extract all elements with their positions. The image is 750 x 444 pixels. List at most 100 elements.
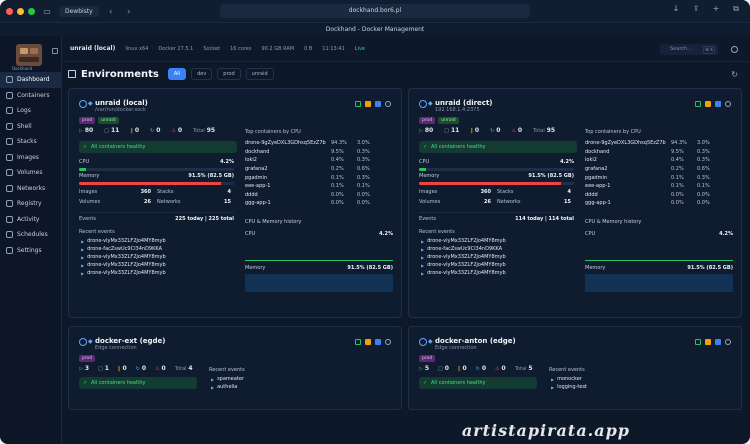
close-window-button[interactable] (6, 7, 13, 15)
list-item[interactable]: ▶ spameater (211, 376, 245, 382)
list-item[interactable]: ▶ drone-vlyMx33ZLF2Jo4MY8myb (81, 262, 166, 268)
table-row[interactable]: drone-9gZyeDXL3GDhsq5EzZ7b 94.3% 3.0% (585, 140, 710, 147)
table-row[interactable]: drone-9gZyeDXL3GDhsq5EzZ7b 94.3% 3.0% (245, 140, 370, 147)
sidebar-item-activity[interactable]: Activity (0, 212, 62, 228)
collapse-sidebar-icon[interactable] (52, 48, 58, 54)
health-status: All containers healthy (419, 141, 577, 153)
os-info: linux x64 (125, 45, 149, 52)
event-icon: ▶ (421, 254, 425, 260)
environment-name: unraid (direct) (435, 99, 493, 107)
list-item[interactable]: ▶ drone-vlyMx33ZLF2Jo4MY8myb (421, 270, 506, 276)
maximize-window-button[interactable] (28, 7, 35, 15)
list-item[interactable]: ▶ drone-vlyMx33ZLF2Jo4MY8myb (81, 270, 166, 276)
filter-dev[interactable]: dev (191, 68, 213, 80)
minimize-window-button[interactable] (17, 7, 24, 15)
running-icon: ▷ (79, 127, 83, 134)
window-controls[interactable] (6, 7, 35, 15)
stopped-icon: □ (104, 127, 109, 134)
table-row[interactable]: pgadmin 0.1% 0.3% (585, 174, 710, 181)
address-bar[interactable]: dockhand.bor6.pl (220, 4, 530, 18)
list-item[interactable]: ▶ logging-test (551, 384, 588, 390)
list-item[interactable]: ▶ drone-facZswUc9CI34nD9KKA (81, 246, 163, 252)
gear-icon[interactable] (725, 339, 731, 345)
stopped-count: 1 (104, 365, 109, 372)
sidebar-toggle-icon[interactable]: ▭ (43, 6, 51, 16)
table-row[interactable]: grafana2 0.2% 0.6% (585, 166, 710, 173)
table-row[interactable]: dddd 0.0% 0.0% (245, 191, 370, 198)
history-cpu-label: CPU (245, 231, 256, 237)
environment-selector[interactable]: unraid (local) (70, 45, 116, 52)
list-item[interactable]: ▶ authelia (211, 384, 238, 390)
cpu-bar (419, 168, 574, 171)
theme-toggle-icon[interactable] (731, 46, 738, 53)
table-row[interactable]: pgadmin 0.1% 0.3% (245, 174, 370, 181)
sidebar-item-stacks[interactable]: Stacks (0, 134, 62, 150)
table-row[interactable]: dockhand 9.5% 0.3% (585, 148, 710, 155)
list-item[interactable]: ▶ drone-vlyMx33ZLF2Jo4MY8myb (81, 254, 166, 260)
filter-prod[interactable]: prod (217, 68, 241, 80)
new-tab-icon[interactable]: + (712, 4, 720, 13)
list-item[interactable]: ▶ drone-vlyMx33ZLF2Jo4MY8myb (421, 262, 506, 268)
tabs-overview-icon[interactable]: ⧉ (733, 4, 739, 13)
sidebar-item-shell[interactable]: Shell (0, 119, 62, 135)
sidebar-item-registry[interactable]: Registry (0, 196, 62, 212)
table-row[interactable]: eee-app-1 0.1% 0.1% (585, 183, 710, 190)
table-row[interactable]: eee-app-1 0.1% 0.1% (245, 183, 370, 190)
restarting-count: 0 (141, 365, 147, 372)
browser-tab[interactable]: Dockhand - Docker Management (0, 22, 750, 36)
registry-icon (6, 200, 13, 208)
volumes-label: Volumes (419, 199, 441, 205)
history-panel: CPU & Memory history CPU 4.2% (585, 219, 733, 237)
sidebar-item-volumes[interactable]: Volumes (0, 165, 62, 181)
sidebar-item-containers[interactable]: Containers (0, 88, 62, 104)
environment-card[interactable]: ◆ docker-anton (edge) Edge connection pr… (408, 326, 742, 410)
table-row[interactable]: ggg-app-1 0.0% 0.0% (245, 200, 370, 207)
paused-count: 0 (134, 127, 139, 134)
table-row[interactable]: loki2 0.4% 0.3% (585, 157, 710, 164)
table-row[interactable]: dockhand 9.5% 0.3% (245, 148, 370, 155)
gear-icon[interactable] (725, 101, 731, 107)
sidebar-item-images[interactable]: Images (0, 150, 62, 166)
profile-selector[interactable]: Dewbisty (59, 5, 99, 17)
filter-unraid[interactable]: unraid (245, 68, 274, 80)
server-icon (419, 100, 427, 108)
download-icon[interactable]: ↓ (672, 4, 680, 13)
sidebar-item-settings[interactable]: Settings (0, 243, 62, 259)
docker-icon: ◆ (88, 338, 93, 345)
filter-all[interactable]: All (167, 68, 187, 80)
top-containers-title: Top containers by CPU (585, 129, 641, 135)
list-item[interactable]: ▶ drone-facZswUc9CI34nD9KKA (421, 246, 503, 252)
list-item[interactable]: ▶ drone-vlyMx33ZLF2Jo4MY8myb (81, 238, 166, 244)
back-icon[interactable]: ‹ (109, 6, 113, 16)
event-icon: ▶ (81, 238, 85, 244)
share-icon[interactable]: ⇪ (692, 4, 700, 13)
search-input[interactable]: Search... ⌘ K (660, 44, 718, 55)
sidebar-item-schedules[interactable]: Schedules (0, 227, 62, 243)
gear-icon (6, 246, 13, 254)
table-row[interactable]: loki2 0.4% 0.3% (245, 157, 370, 164)
events-value: 114 today | 114 total (515, 216, 574, 222)
table-row[interactable]: ggg-app-1 0.0% 0.0% (585, 200, 710, 207)
page-title: Environments (81, 68, 159, 80)
sidebar-item-dashboard[interactable]: Dashboard (0, 72, 62, 88)
sidebar-item-networks[interactable]: Networks (0, 181, 62, 197)
gear-icon[interactable] (385, 339, 391, 345)
table-row[interactable]: grafana2 0.2% 0.6% (245, 166, 370, 173)
stopped-count: 11 (450, 127, 460, 134)
forward-icon[interactable]: › (127, 6, 131, 16)
environment-name: docker-ext (egde) (95, 337, 166, 345)
restarting-count: 0 (496, 127, 501, 134)
refresh-icon[interactable]: ↻ (731, 70, 738, 79)
list-item[interactable]: ▶ monocker (551, 376, 582, 382)
environment-card[interactable]: ◆ docker-ext (egde) Edge connection prod… (68, 326, 402, 410)
running-count: 3 (84, 365, 90, 372)
environment-card[interactable]: ◆ unraid (local) /var/run/docker.sock pr… (68, 88, 402, 318)
list-item[interactable]: ▶ drone-vlyMx33ZLF2Jo4MY8myb (421, 254, 506, 260)
environment-card[interactable]: ◆ unraid (direct) 192.168.1.4:2375 prod … (408, 88, 742, 318)
table-row[interactable]: dddd 0.0% 0.0% (585, 191, 710, 198)
sidebar-item-logs[interactable]: Logs (0, 103, 62, 119)
app-logo[interactable] (16, 44, 42, 66)
list-item[interactable]: ▶ drone-vlyMx33ZLF2Jo4MY8myb (421, 238, 506, 244)
gear-icon[interactable] (385, 101, 391, 107)
environment-name: unraid (local) (95, 99, 148, 107)
